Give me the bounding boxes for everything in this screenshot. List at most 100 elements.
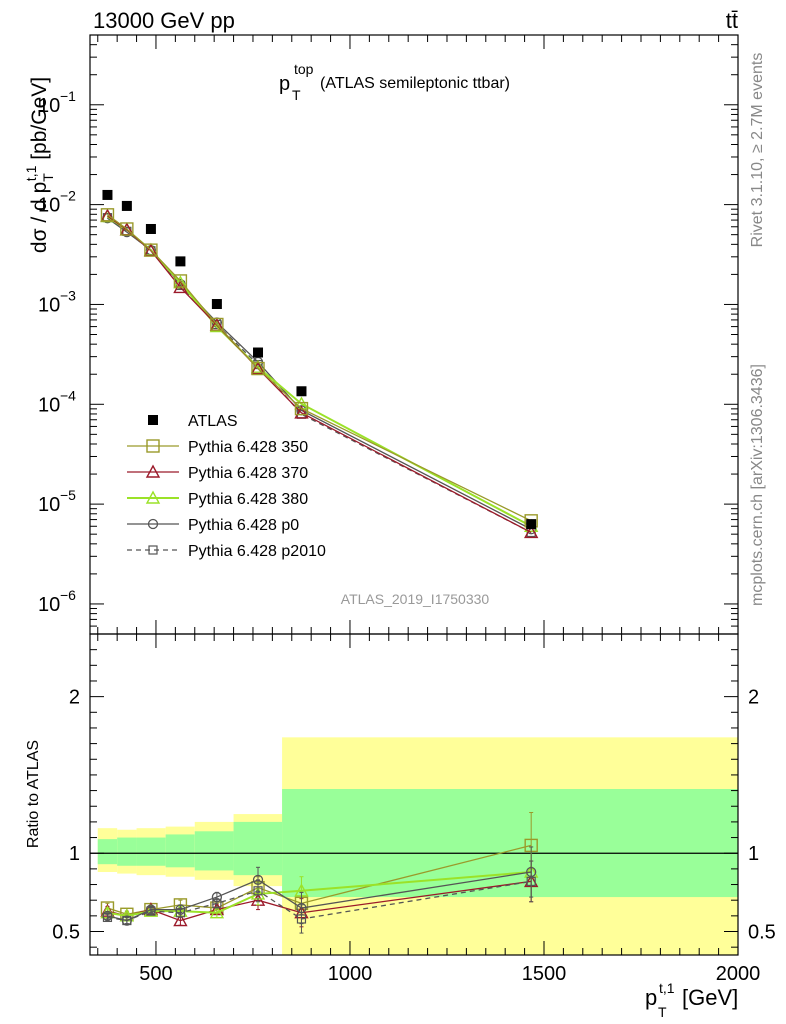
- ratio-point-pythia-6-428-p2010: [102, 912, 113, 923]
- ratio-frame: [89, 633, 739, 956]
- main-y-tick-label-exponent: −3: [60, 287, 76, 303]
- legend-marker-pythia-6-428-380: [145, 490, 161, 504]
- ratio-point-pythia-6-428-370: [173, 913, 188, 927]
- ratio-line-pythia-6-428-380: [107, 871, 532, 917]
- main-line-pythia-6-428-370: [107, 215, 532, 534]
- title-subscript: T: [292, 87, 301, 103]
- ratio-panel: 0.5 0.5 1 1 2 2 500 1000 1500 2000 Ratio to ATLAS…: [25, 633, 776, 1020]
- legend-marker-pythia-6-428-p2010: [148, 545, 158, 555]
- main-line-pythia-6-428-p2010: [107, 217, 532, 534]
- main-y-tick-label: 10: [38, 394, 60, 416]
- legend-label-pythia-6-428-350: Pythia 6.428 350: [188, 439, 308, 456]
- final-state-label: tt̄: [726, 8, 738, 33]
- main-point-atlas: [175, 256, 186, 267]
- legend-marker-atlas: [148, 415, 158, 425]
- ratio-line-pythia-6-428-350: [107, 844, 532, 915]
- main-y-tick-label: 10: [38, 95, 60, 117]
- x-tick-label: 1000: [328, 963, 373, 985]
- main-series-pythia-6-428-370: [100, 208, 539, 539]
- legend: ATLAS Pythia 6.428 350 Pythia 6.428 370 Pyt…: [127, 413, 326, 560]
- main-point-atlas: [296, 386, 307, 397]
- ratio-y-tick-label: 1: [69, 843, 80, 865]
- main-point-atlas: [102, 189, 113, 200]
- ratio-point-pythia-6-428-p2010: [212, 898, 222, 908]
- main-y-tick-label-exponent: −5: [60, 487, 76, 503]
- main-series-pythia-6-428-p0: [102, 213, 537, 535]
- ratio-point-pythia-6-428-p2010: [175, 908, 186, 918]
- rivet-version-label: Rivet 3.1.10, ≥ 2.7M events: [749, 53, 766, 248]
- main-line-pythia-6-428-350: [107, 214, 532, 522]
- main-series-pythia-6-428-350: [100, 208, 538, 528]
- main-y-tick-label: 10: [38, 195, 60, 217]
- ratio-y-tick-label: 2: [69, 687, 80, 709]
- process-label: 13000 GeV pp: [93, 8, 235, 33]
- ratio-point-pythia-6-428-p2010: [122, 915, 132, 926]
- ratio-point-pythia-6-428-p2010: [253, 886, 263, 896]
- ratio-y-tick-label-right: 1: [748, 843, 759, 865]
- main-y-tick-label: 10: [38, 594, 60, 616]
- main-series-atlas: [102, 189, 537, 530]
- main-line-pythia-6-428-p0: [107, 217, 532, 530]
- main-line-pythia-6-428-380: [106, 215, 532, 528]
- ratio-band-inner: [136, 837, 166, 866]
- ratio-band-inner: [165, 834, 195, 868]
- title-main: p: [279, 73, 290, 95]
- legend-entry-pythia-6-428-p2010: Pythia 6.428 p2010: [127, 543, 326, 560]
- main-point-pythia-6-428-350: [100, 208, 115, 222]
- ratio-band-inner: [282, 789, 738, 898]
- ratio-y-tick-label: 0.5: [52, 922, 80, 944]
- legend-label-pythia-6-428-370: Pythia 6.428 370: [188, 465, 308, 482]
- main-y-tick-label-exponent: −2: [60, 188, 76, 204]
- main-point-atlas: [145, 223, 156, 234]
- title-superscript: top: [294, 61, 314, 77]
- ratio-line-pythia-6-428-p2010: [107, 880, 532, 922]
- main-y-tick-label: 10: [38, 294, 60, 316]
- main-y-tick-label-exponent: −6: [60, 587, 76, 603]
- main-point-pythia-6-428-350: [294, 401, 309, 416]
- legend-entry-pythia-6-428-380: Pythia 6.428 380: [127, 490, 308, 508]
- x-label-subscript: T: [658, 1004, 667, 1020]
- ratio-point-pythia-6-428-p2010: [296, 914, 307, 924]
- legend-label-atlas: ATLAS: [188, 413, 238, 430]
- legend-marker-pythia-6-428-350: [146, 439, 160, 453]
- main-point-pythia-6-428-370: [250, 361, 266, 375]
- legend-entry-pythia-6-428-370: Pythia 6.428 370: [127, 464, 308, 482]
- legend-label-pythia-6-428-380: Pythia 6.428 380: [188, 491, 308, 508]
- x-label-main: p: [645, 985, 657, 1010]
- main-point-pythia-6-428-350: [120, 222, 134, 236]
- plot-title: p top T (ATLAS semileptonic ttbar): [279, 61, 510, 103]
- legend-entry-pythia-6-428-p0: Pythia 6.428 p0: [127, 517, 299, 534]
- ratio-series-pythia-6-428-p2010: [102, 860, 536, 934]
- ratio-y-tick-label-right: 2: [748, 687, 759, 709]
- main-series-pythia-6-428-p2010: [102, 213, 536, 538]
- ratio-y-axis-label: Ratio to ATLAS: [25, 740, 42, 848]
- mcplots-label: mcplots.cern.ch [arXiv:1306.3436]: [749, 364, 766, 606]
- main-point-pythia-6-428-350: [144, 243, 158, 257]
- ratio-point-pythia-6-428-380: [209, 905, 225, 919]
- legend-label-pythia-6-428-p2010: Pythia 6.428 p2010: [188, 543, 326, 560]
- main-point-pythia-6-428-370: [294, 405, 309, 419]
- x-label-unit: [GeV]: [682, 985, 738, 1010]
- main-panel: 10−610−510−410−310−210−1 p top T (ATLAS …: [23, 34, 739, 635]
- main-series-pythia-6-428-380: [100, 209, 539, 532]
- main-y-tick-label: 10: [38, 494, 60, 516]
- x-tick-label: 500: [139, 963, 172, 985]
- legend-marker-pythia-6-428-370: [145, 464, 161, 478]
- ratio-point-pythia-6-428-p2010: [146, 906, 156, 916]
- ratio-band-inner: [97, 839, 118, 865]
- main-point-pythia-6-428-370: [524, 525, 539, 539]
- main-y-tick-label-exponent: −4: [60, 387, 76, 403]
- legend-marker-pythia-6-428-p0: [147, 518, 159, 530]
- ratio-band-inner: [194, 831, 234, 871]
- main-point-atlas: [526, 519, 537, 530]
- legend-entry-pythia-6-428-350: Pythia 6.428 350: [127, 439, 308, 456]
- analysis-watermark: ATLAS_2019_I1750330: [341, 591, 490, 607]
- main-y-tick-label-exponent: −1: [60, 88, 76, 104]
- ratio-y-tick-label-right: 0.5: [748, 922, 776, 944]
- x-axis-label: p t,1 T [GeV]: [645, 980, 738, 1020]
- main-point-atlas: [253, 347, 264, 358]
- x-label-superscript: t,1: [659, 980, 675, 996]
- legend-entry-atlas: ATLAS: [148, 413, 238, 430]
- main-point-pythia-6-428-350: [210, 317, 224, 332]
